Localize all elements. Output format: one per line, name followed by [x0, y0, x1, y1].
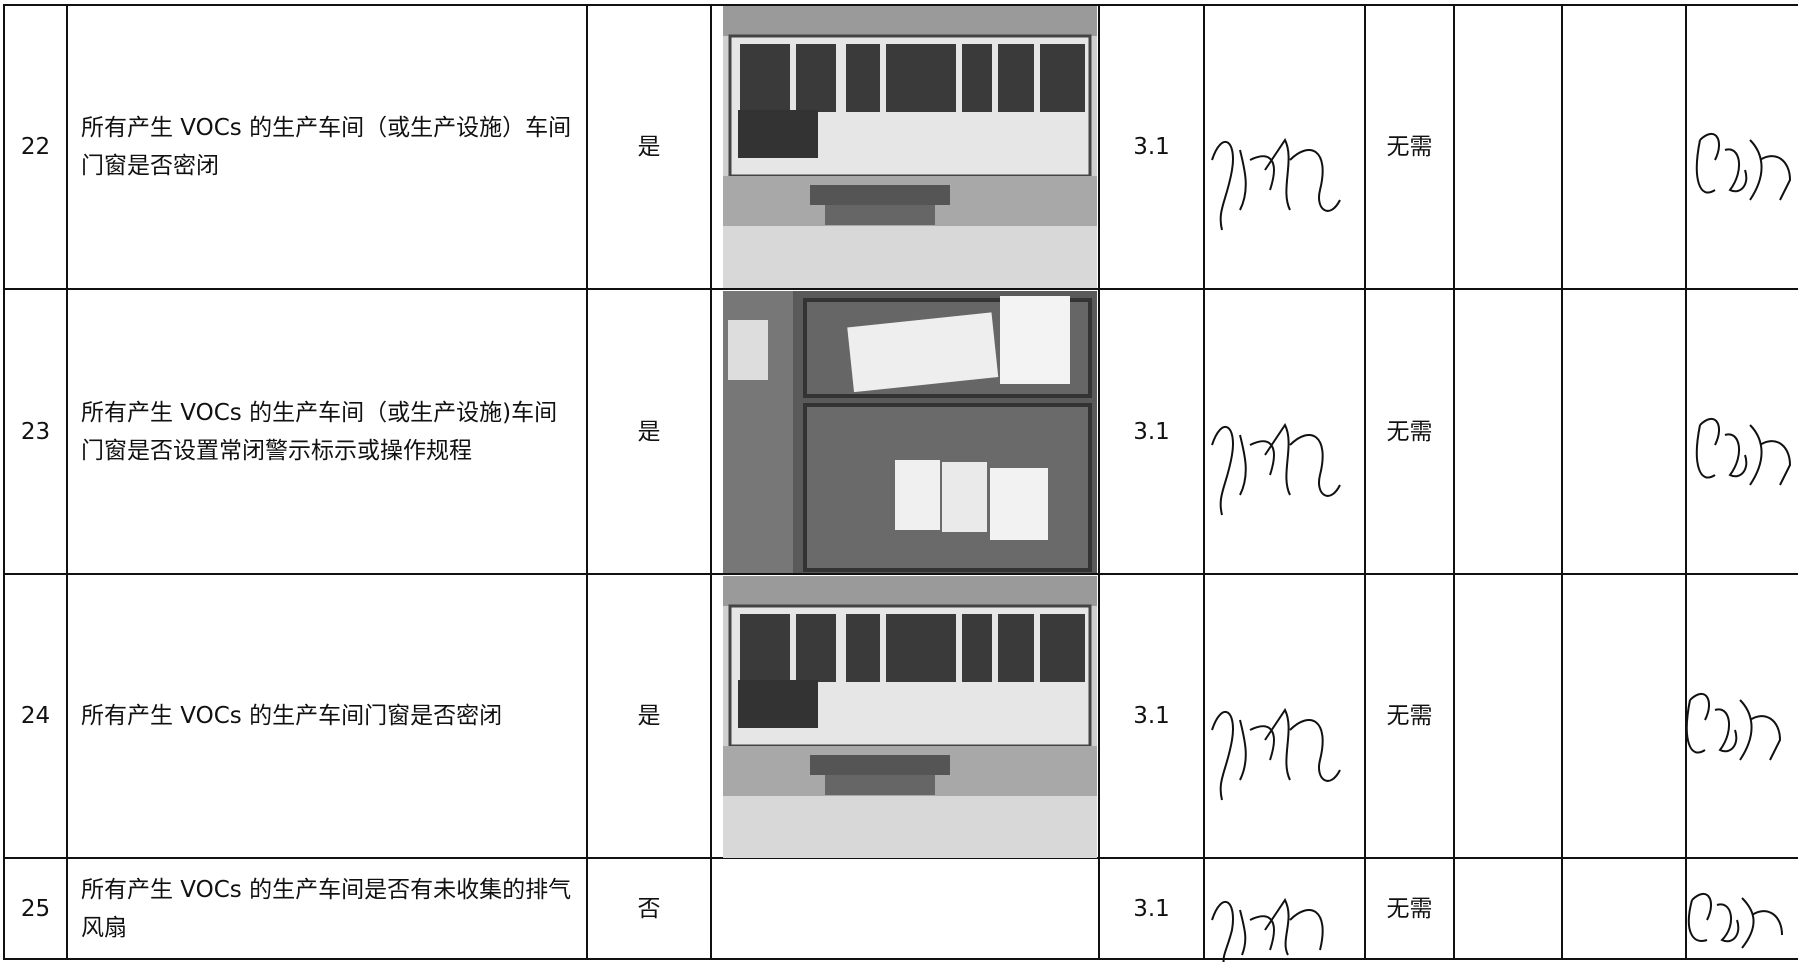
- cell-item: 所有产生 VOCs 的生产车间（或生产设施)车间门窗是否设置常闭警示标示或操作规…: [81, 399, 558, 464]
- table-grid: [3, 4, 1798, 960]
- cell-remark: 无需: [1386, 895, 1433, 922]
- cell-result: 是: [637, 418, 661, 445]
- cell-item: 所有产生 VOCs 的生产车间门窗是否密闭: [81, 703, 503, 729]
- cell-remark: 无需: [1386, 703, 1433, 729]
- photo-facade: [723, 6, 1097, 288]
- signature: [1211, 132, 1792, 962]
- cell-number: 24: [20, 703, 51, 729]
- cell-number: 25: [20, 895, 51, 922]
- cell-score: 3.1: [1133, 703, 1170, 729]
- cell-result: 是: [637, 134, 661, 160]
- cell-score: 3.1: [1133, 134, 1170, 160]
- cell-result: 是: [637, 703, 661, 729]
- cell-score: 3.1: [1133, 418, 1170, 445]
- cell-item: 所有产生 VOCs 的生产车间是否有未收集的排气风扇: [81, 876, 572, 941]
- cell-result: 否: [637, 895, 661, 922]
- cell-remark: 无需: [1386, 134, 1433, 160]
- cell-score: 3.1: [1133, 895, 1170, 922]
- photo-facade: [723, 576, 1097, 858]
- photo-door: [723, 291, 1097, 573]
- cell-remark: 无需: [1386, 418, 1433, 445]
- cell-number: 22: [20, 134, 51, 160]
- cell-item: 所有产生 VOCs 的生产车间（或生产设施）车间门窗是否密闭: [81, 115, 572, 179]
- cell-number: 23: [20, 418, 51, 445]
